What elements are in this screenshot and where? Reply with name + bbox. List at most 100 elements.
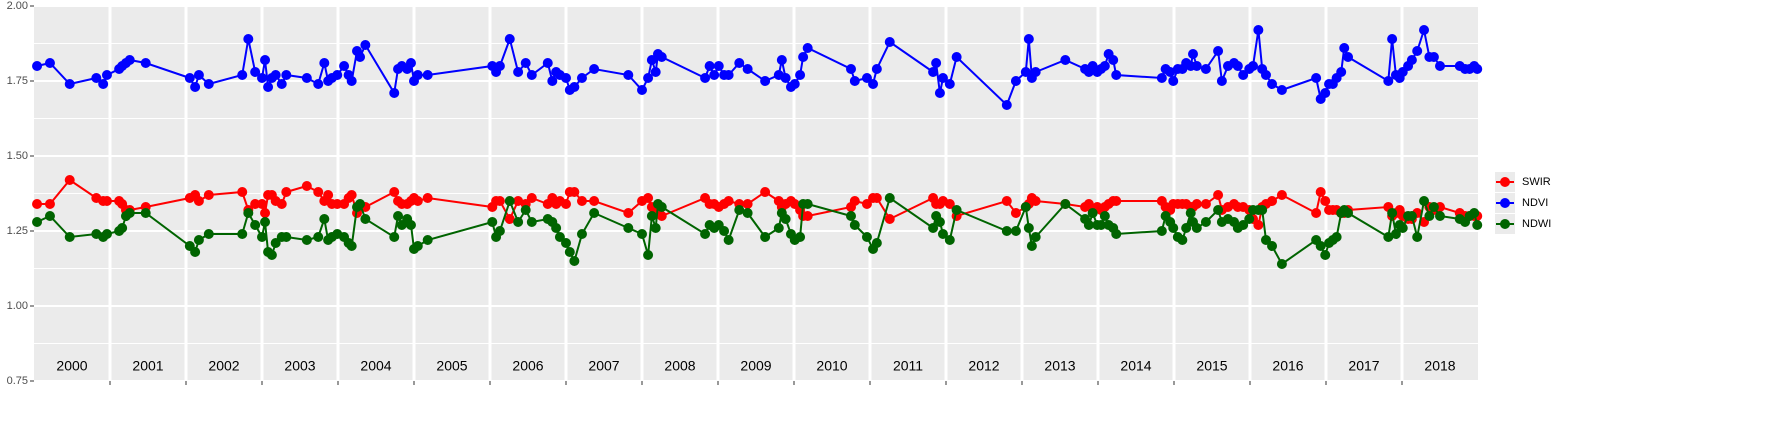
data-point <box>1406 211 1417 221</box>
data-point <box>44 58 55 68</box>
data-point <box>623 70 634 80</box>
data-point <box>1213 205 1224 215</box>
data-point <box>257 199 267 209</box>
data-point <box>243 34 254 44</box>
data-point <box>203 190 214 200</box>
data-point <box>389 88 400 98</box>
year-label: 2016 <box>1272 358 1303 374</box>
data-point <box>795 232 806 242</box>
data-point <box>1200 64 1211 74</box>
data-point <box>1387 208 1398 218</box>
data-point <box>802 199 813 209</box>
data-point <box>1165 67 1176 77</box>
data-point <box>561 199 571 209</box>
data-point <box>569 187 580 197</box>
data-point <box>1276 190 1287 200</box>
data-point <box>742 64 753 74</box>
data-point <box>1315 241 1326 251</box>
data-point <box>1383 232 1394 242</box>
data-point <box>569 82 580 92</box>
data-point <box>1026 241 1037 251</box>
legend-label: NDWI <box>1522 218 1551 230</box>
data-point <box>405 220 416 230</box>
data-point <box>270 70 281 80</box>
data-point <box>355 199 366 209</box>
year-label: 2010 <box>816 358 847 374</box>
year-label: 2004 <box>360 358 391 374</box>
data-point <box>1238 220 1249 230</box>
year-label: 2012 <box>968 358 999 374</box>
data-point <box>1111 229 1122 239</box>
data-point <box>360 40 371 50</box>
legend-label: SWIR <box>1522 176 1551 188</box>
data-point <box>1156 226 1167 236</box>
data-point <box>1156 73 1167 83</box>
data-point <box>355 52 366 62</box>
data-point <box>1030 67 1041 77</box>
data-point <box>266 250 277 260</box>
data-point <box>1010 208 1021 218</box>
data-point <box>1472 64 1483 74</box>
data-point <box>1168 76 1179 86</box>
data-point <box>849 196 860 206</box>
data-point <box>1419 196 1430 206</box>
data-point <box>1213 190 1224 200</box>
data-point <box>1111 70 1122 80</box>
data-point <box>1336 67 1347 77</box>
data-point <box>250 199 261 209</box>
legend-label: NDVI <box>1522 197 1548 209</box>
data-point <box>513 196 524 206</box>
data-point <box>260 55 271 65</box>
data-point <box>140 208 151 218</box>
data-point <box>346 76 357 86</box>
data-point <box>332 70 343 80</box>
year-label: 2008 <box>664 358 695 374</box>
data-point <box>871 238 882 248</box>
data-point <box>576 196 587 206</box>
data-point <box>1108 55 1119 65</box>
data-point <box>504 34 515 44</box>
data-point <box>1181 223 1192 233</box>
data-point <box>526 193 537 203</box>
data-point <box>250 220 261 230</box>
data-point <box>393 211 404 221</box>
data-point <box>504 214 515 224</box>
data-point <box>1023 34 1034 44</box>
data-point <box>1216 76 1227 86</box>
data-point <box>589 196 600 206</box>
data-point <box>101 70 112 80</box>
data-point <box>494 196 505 206</box>
data-point <box>389 187 400 197</box>
data-point <box>646 211 657 221</box>
data-point <box>742 199 753 209</box>
data-point <box>1383 76 1394 86</box>
data-point <box>1213 46 1224 56</box>
data-point <box>237 229 248 239</box>
data-point <box>951 52 962 62</box>
data-point <box>389 232 400 242</box>
data-point <box>117 223 128 233</box>
data-point <box>1020 67 1031 77</box>
data-point <box>1435 61 1445 71</box>
data-point <box>346 190 357 200</box>
year-label: 2007 <box>588 358 619 374</box>
data-point <box>780 214 791 224</box>
data-point <box>789 79 800 89</box>
data-point <box>1320 88 1331 98</box>
data-point <box>944 235 955 245</box>
data-point <box>723 196 734 206</box>
data-point <box>1311 208 1322 218</box>
year-label: 2005 <box>436 358 467 374</box>
data-point <box>1267 196 1278 206</box>
data-point <box>802 43 813 53</box>
data-point <box>637 229 647 239</box>
data-point <box>1260 235 1271 245</box>
data-point <box>250 67 261 77</box>
data-point <box>1191 199 1202 209</box>
data-point <box>742 208 753 218</box>
data-point <box>564 247 575 257</box>
data-point <box>656 202 667 212</box>
data-point <box>257 232 267 242</box>
data-point <box>513 67 524 77</box>
data-point <box>1472 220 1483 230</box>
